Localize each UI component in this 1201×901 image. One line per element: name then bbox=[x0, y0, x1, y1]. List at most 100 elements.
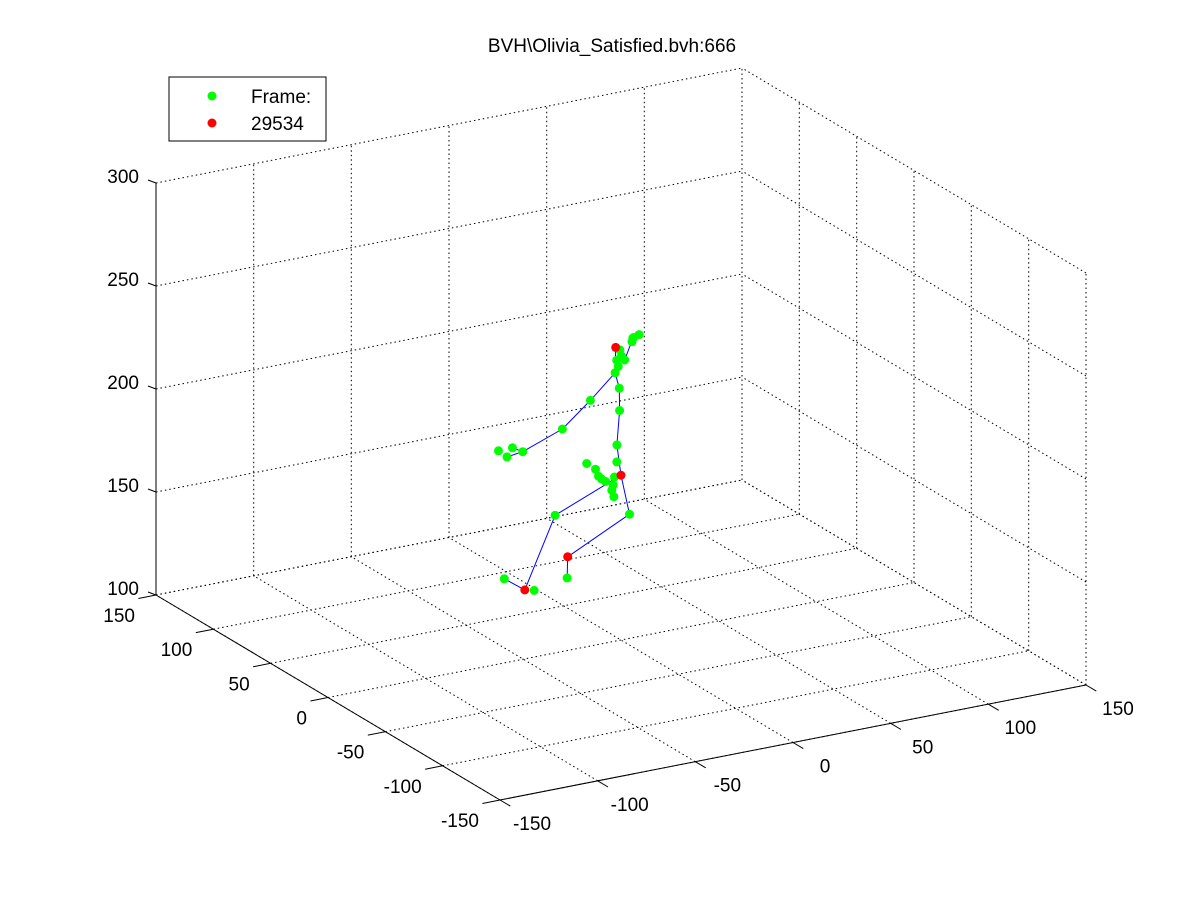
joint-point bbox=[562, 573, 572, 583]
joint-point bbox=[614, 383, 624, 393]
joint-point bbox=[550, 510, 560, 520]
y-tick-label: 150 bbox=[103, 606, 135, 627]
joint-point bbox=[499, 574, 509, 584]
back-wall-grid-horizontal bbox=[155, 67, 743, 184]
x-tick-label: -50 bbox=[714, 776, 741, 797]
side-wall-grid-horizontal bbox=[741, 170, 1087, 377]
joint-point bbox=[518, 447, 528, 457]
y-tick-label: -100 bbox=[384, 777, 422, 798]
tick-label-layer: -150 -100 -50 0 50 100 150 -150 -100 -50 0 50 100 150… bbox=[103, 167, 1134, 835]
z-tick-mark bbox=[147, 179, 157, 184]
back-wall-grid-horizontal bbox=[155, 273, 743, 390]
joint-point bbox=[594, 471, 603, 481]
z-tick-label: 250 bbox=[107, 270, 139, 291]
skeleton-bone bbox=[590, 372, 616, 401]
joint-point bbox=[529, 585, 539, 595]
floor-grid-line-y bbox=[385, 616, 972, 733]
joint-point bbox=[615, 406, 625, 415]
legend-box bbox=[168, 76, 327, 142]
joint-point bbox=[502, 452, 512, 462]
z-tick-mark bbox=[147, 591, 157, 596]
back-wall-grid-horizontal bbox=[155, 170, 743, 287]
side-wall-grid-horizontal bbox=[741, 67, 1087, 274]
y-tick-mark bbox=[425, 765, 443, 770]
joint-point bbox=[608, 480, 618, 490]
floor-grid-line-y bbox=[327, 582, 915, 698]
y-tick-mark bbox=[310, 697, 329, 702]
joint-point bbox=[627, 337, 637, 347]
x-tick-mark bbox=[890, 722, 902, 730]
x-tick-label: 0 bbox=[820, 757, 831, 778]
joint-point bbox=[612, 457, 622, 467]
back-wall-grid-horizontal bbox=[155, 479, 743, 596]
chart-title: BVH\Olivia_Satisfied.bvh:666 bbox=[488, 36, 736, 57]
joint-point bbox=[612, 440, 622, 450]
end-site-point bbox=[616, 470, 626, 480]
floor-grid-line-x bbox=[546, 517, 891, 724]
side-wall-grid-horizontal bbox=[741, 376, 1087, 583]
z-tick-label: 200 bbox=[107, 373, 139, 394]
skeleton-bone bbox=[524, 515, 556, 591]
floor-grid-line-x bbox=[644, 498, 989, 705]
joint-point bbox=[634, 330, 644, 340]
z-tick-label: 300 bbox=[107, 167, 139, 188]
joint-point bbox=[557, 424, 567, 434]
y-tick-mark bbox=[138, 594, 157, 599]
joint-point bbox=[591, 464, 600, 474]
end-site-point bbox=[563, 552, 573, 562]
side-wall-grid-horizontal bbox=[741, 479, 1087, 686]
side-wall-grid-horizontal bbox=[741, 273, 1087, 480]
back-wall-grid-horizontal bbox=[155, 376, 743, 493]
x-tick-mark bbox=[792, 742, 804, 750]
grid-layer bbox=[155, 67, 1087, 801]
x-tick-label: 150 bbox=[1102, 699, 1134, 720]
legend: Frame: 29534 bbox=[168, 76, 327, 142]
x-tick-mark bbox=[695, 761, 706, 769]
y-tick-mark bbox=[195, 628, 214, 634]
legend-label-frame: Frame: bbox=[251, 87, 311, 108]
end-site-point bbox=[611, 342, 621, 352]
x-tick-mark bbox=[597, 780, 609, 788]
floor-grid-line-y bbox=[270, 547, 857, 664]
floor-grid-line-y bbox=[213, 513, 800, 630]
skeleton-bone bbox=[522, 428, 563, 453]
point-layer bbox=[494, 330, 644, 595]
x-tick-mark bbox=[1085, 684, 1097, 692]
floor-grid-line-x bbox=[448, 537, 794, 743]
x-tick-label: -150 bbox=[513, 814, 551, 835]
joint-point bbox=[609, 492, 619, 502]
y-tick-label: 50 bbox=[229, 674, 250, 695]
y-tick-label: -150 bbox=[441, 811, 479, 832]
z-tick-mark bbox=[147, 282, 157, 287]
joint-point bbox=[508, 443, 517, 453]
joint-point bbox=[494, 446, 503, 456]
y-tick-mark bbox=[367, 731, 386, 736]
joint-point bbox=[601, 477, 611, 486]
x-tick-label: 50 bbox=[912, 737, 933, 758]
z-tick-mark bbox=[147, 488, 157, 493]
legend-marker-29534 bbox=[207, 118, 217, 128]
skeleton-bone bbox=[567, 513, 630, 558]
skeleton-bone bbox=[616, 410, 621, 445]
y-tick-label: -50 bbox=[337, 743, 364, 764]
z-tick-mark bbox=[147, 385, 157, 390]
x-tick-label: -100 bbox=[611, 795, 649, 816]
y-tick-label: 100 bbox=[161, 640, 193, 661]
legend-label-29534: 29534 bbox=[251, 114, 304, 135]
joint-point bbox=[613, 361, 623, 371]
floor-grid-line-y bbox=[442, 650, 1029, 767]
x-tick-label: 100 bbox=[1004, 718, 1036, 739]
joint-point bbox=[625, 509, 634, 519]
skeleton-bone bbox=[562, 400, 591, 430]
y-tick-mark bbox=[482, 799, 501, 804]
y-tick-mark bbox=[253, 662, 271, 668]
z-tick-label: 100 bbox=[107, 579, 139, 600]
joint-point bbox=[582, 459, 592, 468]
skeleton-bone bbox=[620, 475, 630, 515]
y-tick-label: 0 bbox=[296, 709, 307, 730]
joint-point bbox=[585, 395, 595, 405]
z-tick-label: 150 bbox=[107, 476, 139, 497]
joint-point bbox=[620, 355, 630, 365]
